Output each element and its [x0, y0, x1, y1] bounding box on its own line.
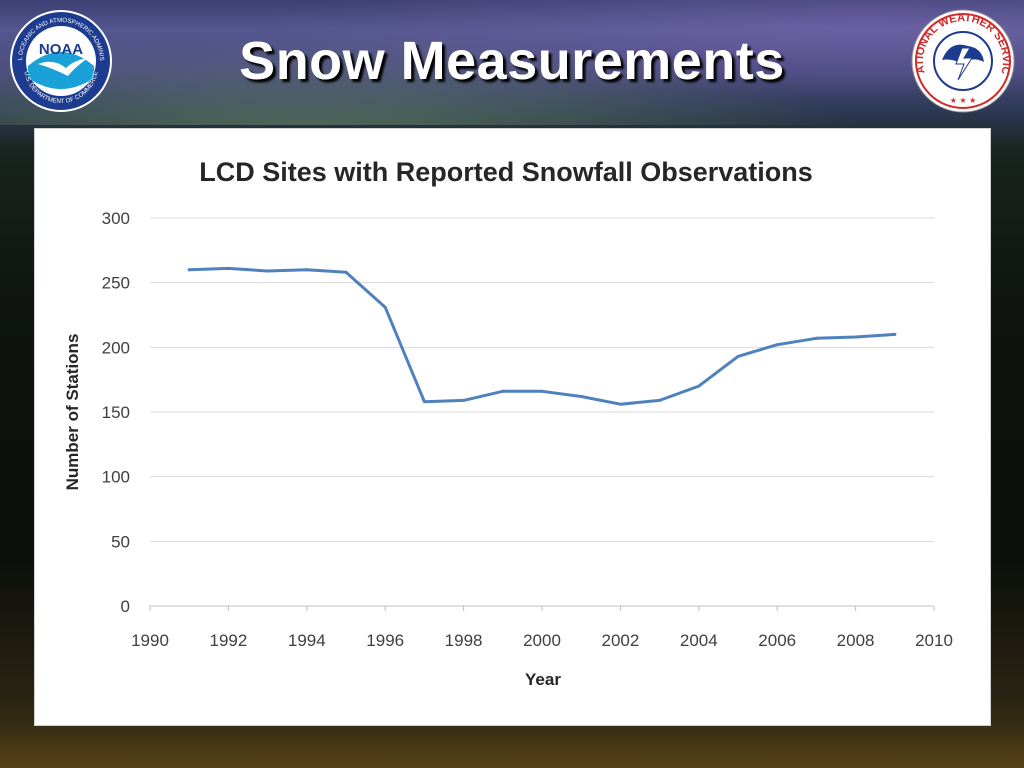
- series-layer: [187, 266, 897, 406]
- data-point: [266, 269, 270, 273]
- bottom-glow: [0, 725, 1024, 768]
- y-tick-label: 50: [111, 532, 130, 551]
- data-point: [814, 336, 818, 340]
- x-axis-ticks: 1990 1992 1994 1996 1998 2000 2002 2004 2006 2008…: [131, 606, 953, 650]
- x-tick-label: 2006: [758, 631, 796, 650]
- header-band: [0, 0, 1024, 125]
- data-point: [736, 354, 740, 358]
- y-axis-ticks: 0 50 100 150 200 250 300: [102, 209, 130, 616]
- x-tick-label: 1994: [288, 631, 326, 650]
- data-point: [501, 389, 505, 393]
- data-point: [226, 266, 230, 270]
- data-point: [579, 394, 583, 398]
- x-tick-label: 1996: [366, 631, 404, 650]
- y-tick-label: 0: [121, 597, 130, 616]
- x-axis-title: Year: [525, 670, 561, 689]
- data-point: [540, 389, 544, 393]
- line-chart: LCD Sites with Reported Snowfall Observa…: [63, 157, 953, 689]
- data-point: [305, 268, 309, 272]
- data-point: [344, 270, 348, 274]
- noaa-wordmark: NOAA: [39, 41, 83, 58]
- x-tick-label: 1990: [131, 631, 169, 650]
- series-line: [187, 266, 897, 406]
- chart-panel: LCD Sites with Reported Snowfall Observa…: [35, 129, 990, 725]
- y-tick-label: 200: [102, 338, 130, 357]
- data-point: [618, 402, 622, 406]
- data-point: [854, 335, 858, 339]
- y-tick-label: 300: [102, 209, 130, 228]
- data-point: [775, 343, 779, 347]
- y-axis-title: Number of Stations: [63, 334, 82, 491]
- y-tick-label: 100: [102, 468, 130, 487]
- noaa-logo: NOAA NATIONAL OCEANIC AND ATMOSPHERIC AD…: [8, 8, 112, 112]
- data-point: [462, 398, 466, 402]
- x-tick-label: 1992: [209, 631, 247, 650]
- x-tick-label: 2010: [915, 631, 953, 650]
- data-point: [697, 384, 701, 388]
- slide-title: Snow Measurements: [239, 31, 785, 91]
- x-tick-label: 2004: [680, 631, 718, 650]
- data-point: [383, 305, 387, 309]
- chart-title: LCD Sites with Reported Snowfall Observa…: [199, 157, 813, 187]
- x-tick-label: 2002: [601, 631, 639, 650]
- data-point: [893, 332, 897, 336]
- data-point: [422, 400, 426, 404]
- nws-stars: ★ ★ ★: [950, 96, 977, 105]
- data-point: [658, 398, 662, 402]
- x-tick-label: 1998: [445, 631, 483, 650]
- x-tick-label: 2000: [523, 631, 561, 650]
- y-tick-label: 250: [102, 274, 130, 293]
- x-tick-label: 2008: [837, 631, 875, 650]
- y-tick-label: 150: [102, 403, 130, 422]
- data-point: [187, 268, 191, 272]
- gridlines: [150, 217, 934, 607]
- nws-logo: NATIONAL WEATHER SERVICE ★ ★ ★: [910, 8, 1015, 113]
